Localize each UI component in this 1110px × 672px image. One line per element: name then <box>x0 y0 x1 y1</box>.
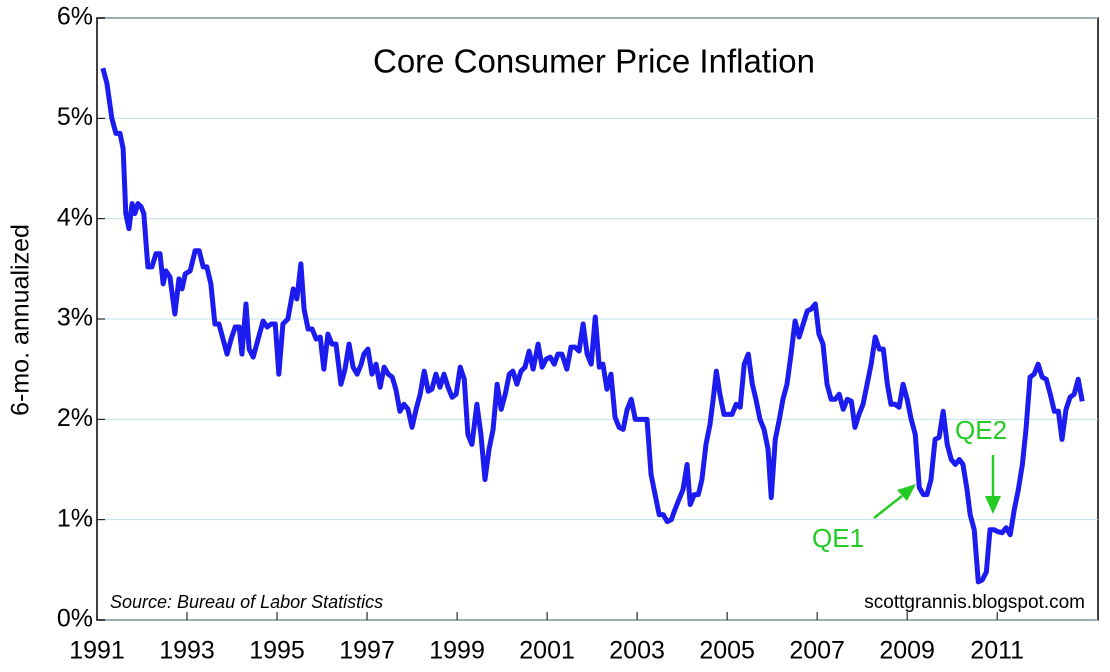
y-tick-label: 6% <box>57 3 93 31</box>
x-tick-label: 1995 <box>249 637 305 665</box>
y-tick-label: 4% <box>57 203 93 231</box>
annotation-arrow <box>873 455 1001 519</box>
line <box>100 67 1085 585</box>
x-tick-label: 1991 <box>69 637 125 665</box>
x-tick-label: 1997 <box>339 637 395 665</box>
annotation: QE1 <box>812 523 864 553</box>
x-tick-label: 2001 <box>519 637 575 665</box>
y-tick-label: 3% <box>57 304 93 332</box>
x-tick-label: 2011 <box>970 637 1024 665</box>
x-tick-label: 1993 <box>159 637 215 665</box>
x-tick-label: 2005 <box>699 637 755 665</box>
source: Source: Bureau of Labor Statistics <box>110 592 383 612</box>
x-tick-label: 2009 <box>879 637 935 665</box>
y-tick-label: 1% <box>57 504 93 532</box>
chart-title: Core Consumer Price Inflation <box>373 43 815 80</box>
y-tick-label: 0% <box>57 605 93 633</box>
y-tick-label: 5% <box>57 103 93 131</box>
y-tick-label: 2% <box>57 404 93 432</box>
y-axis-label: 6-mo. annualized <box>7 224 35 416</box>
annotation: QE2 <box>955 415 1007 445</box>
credit: scottgrannis.blogspot.com <box>864 592 1085 613</box>
x-tick-label: 1999 <box>429 637 485 665</box>
series <box>100 67 1085 585</box>
x-tick-label: 2007 <box>789 637 845 665</box>
x-tick-label: 2003 <box>609 637 665 665</box>
